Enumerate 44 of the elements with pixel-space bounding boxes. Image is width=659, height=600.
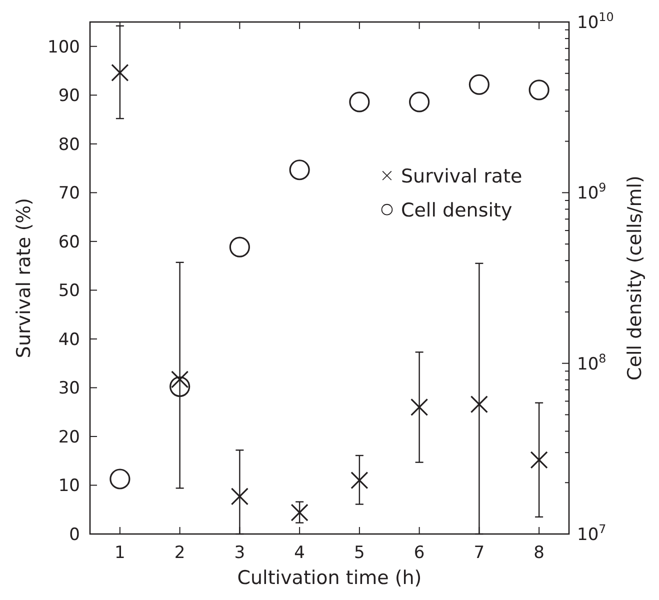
y-axis-title: Survival rate (%) [13,198,35,358]
point [229,236,250,258]
x-tick-label: 5 [354,543,365,563]
x-tick-label: 8 [534,543,544,563]
point [410,398,428,416]
point [170,376,190,397]
point [468,74,490,95]
legend-label: Cell density [400,200,512,222]
point [530,451,548,469]
point [470,395,488,414]
point [171,370,189,388]
y-tick-label: 80 [58,134,80,155]
point [290,504,308,522]
y2-tick-label: 10$^{9}$ [577,180,606,204]
y2-tick-label: 10$^{7}$ [577,522,606,545]
x-tick-label: 4 [294,543,305,563]
x-axis-title: Cultivation time (h) [237,567,422,589]
y-tick-label: 50 [58,281,80,302]
x-tick-label: 7 [474,543,485,563]
x-tick-label: 6 [414,543,425,563]
x-tick-label: 3 [234,543,246,563]
point [349,92,370,112]
y-tick-label: 100 [48,37,80,58]
x-tick-label: 1 [114,543,126,563]
y-tick-label: 90 [58,86,80,106]
y2-tick-label: 10$^{10}$ [577,10,614,33]
point [289,160,310,180]
y-tick-label: 60 [58,232,80,252]
legend-label: Survival rate [400,166,522,188]
y2-tick-label: 10$^{8}$ [577,351,606,374]
y-tick-label: 40 [58,330,80,350]
point [528,80,550,100]
y-tick-label: 20 [58,427,80,448]
y-tick-label: 30 [58,378,80,399]
point [409,92,430,112]
y-tick-label: 70 [58,184,80,204]
point [230,488,248,506]
point [350,472,368,490]
point [111,64,129,82]
y2-axis-title: Cell density (cells/ml) [624,176,646,380]
point [110,468,130,490]
y-tick-label: 0 [69,525,80,545]
y-tick-label: 10 [58,476,80,496]
x-tick-label: 2 [174,543,186,563]
